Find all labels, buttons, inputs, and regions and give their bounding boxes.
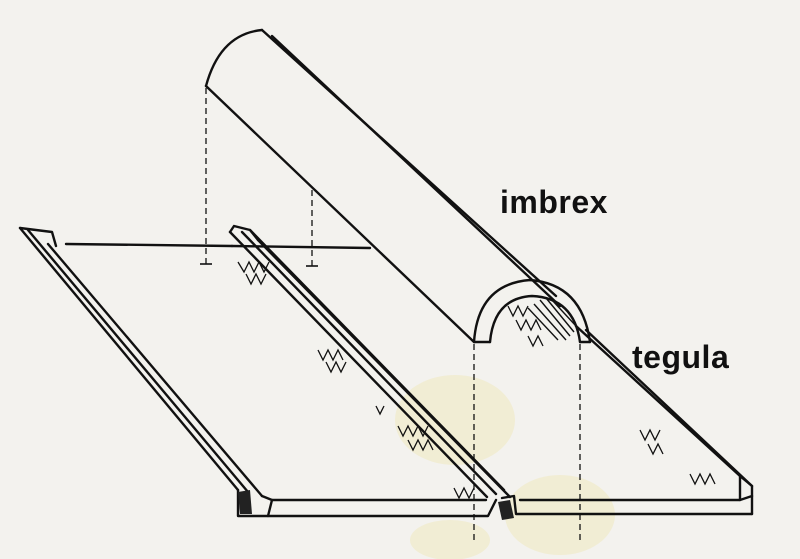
paper-stain (410, 520, 490, 559)
right-flange-end (228, 224, 260, 242)
imbrex-tile (204, 28, 592, 344)
right-flange-outer (228, 230, 489, 499)
left-flange-outer (18, 226, 240, 492)
right-flange-inner (256, 238, 512, 499)
imbrex-label: imbrex (500, 184, 608, 220)
right-tegula (500, 324, 754, 516)
left-tegula (18, 224, 512, 518)
left-tegula-back-edge (64, 242, 234, 248)
left-tegula-front-edge (266, 498, 498, 518)
tegula-label: tegula (632, 339, 730, 375)
projection-lines (205, 88, 581, 540)
right-tegula-right-flange-top (584, 328, 754, 488)
right-flange-top (240, 230, 498, 496)
left-flange-top (26, 228, 250, 494)
imbrex-back-arch (204, 28, 264, 88)
paper-stain (395, 375, 515, 465)
projection-ticks (200, 263, 318, 267)
right-tegula-right-flange (574, 324, 742, 478)
tile-end-blocks (238, 490, 514, 520)
imbrex-front-arch-inner (488, 294, 582, 344)
imbrex-ridge-2 (270, 34, 562, 308)
surface-texture-marks (237, 260, 716, 500)
imbrex-front-arch-outer (472, 278, 592, 344)
right-tegula-front-edge (500, 494, 754, 516)
imbrex-ground-line (230, 244, 372, 250)
left-flange-end (18, 226, 58, 248)
imbrex-section-hatch (527, 297, 577, 341)
imbrex-left-edge (204, 84, 476, 344)
left-flange-inner (46, 242, 264, 498)
